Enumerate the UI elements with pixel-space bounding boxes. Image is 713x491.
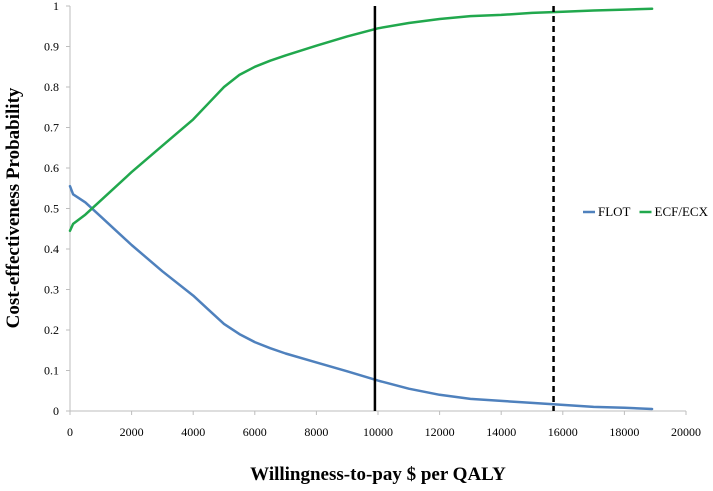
x-tick-label: 20000	[671, 425, 701, 439]
x-tick-label: 6000	[243, 425, 267, 439]
x-tick-label: 4000	[181, 425, 205, 439]
y-tick-label: 0	[53, 404, 59, 418]
legend-label-ecf-ecx: ECF/ECX	[655, 204, 709, 219]
x-tick-label: 12000	[425, 425, 455, 439]
y-tick-label: 0.7	[44, 121, 59, 135]
y-tick-label: 0.5	[44, 202, 59, 216]
legend: FLOT ECF/ECX	[583, 204, 709, 219]
reference-lines	[373, 6, 555, 411]
y-axis-title: Cost-effectiveness Probability	[3, 87, 24, 328]
series-line-ecf-ecx	[68, 7, 654, 233]
y-axis-ticks: 0 0.1 0.2 0.3 0.4 0.5 0.6 0.7 0.8 0.9 1	[44, 0, 70, 418]
x-tick-label: 16000	[548, 425, 578, 439]
y-tick-label: 0.3	[44, 283, 59, 297]
y-tick-label: 0.9	[44, 40, 59, 54]
x-tick-label: 14000	[486, 425, 516, 439]
plot-area	[69, 6, 686, 412]
series-line-flot	[68, 184, 654, 411]
y-tick-label: 0.4	[44, 242, 59, 256]
y-tick-label: 1	[53, 0, 59, 13]
series-layer	[68, 7, 654, 411]
legend-label-flot: FLOT	[598, 204, 631, 219]
x-axis-title: Willingness-to-pay $ per QALY	[250, 464, 506, 485]
x-tick-label: 8000	[304, 425, 328, 439]
x-tick-label: 10000	[363, 425, 393, 439]
y-tick-label: 0.2	[44, 323, 59, 337]
x-tick-label: 2000	[120, 425, 144, 439]
y-tick-label: 0.6	[44, 161, 59, 175]
y-tick-label: 0.1	[44, 364, 59, 378]
x-tick-label: 0	[67, 425, 73, 439]
x-axis-ticks: 0 2000 4000 6000 8000 10000 12000 14000 16000 180…	[67, 411, 701, 439]
y-tick-label: 0.8	[44, 80, 59, 94]
x-tick-label: 18000	[609, 425, 639, 439]
